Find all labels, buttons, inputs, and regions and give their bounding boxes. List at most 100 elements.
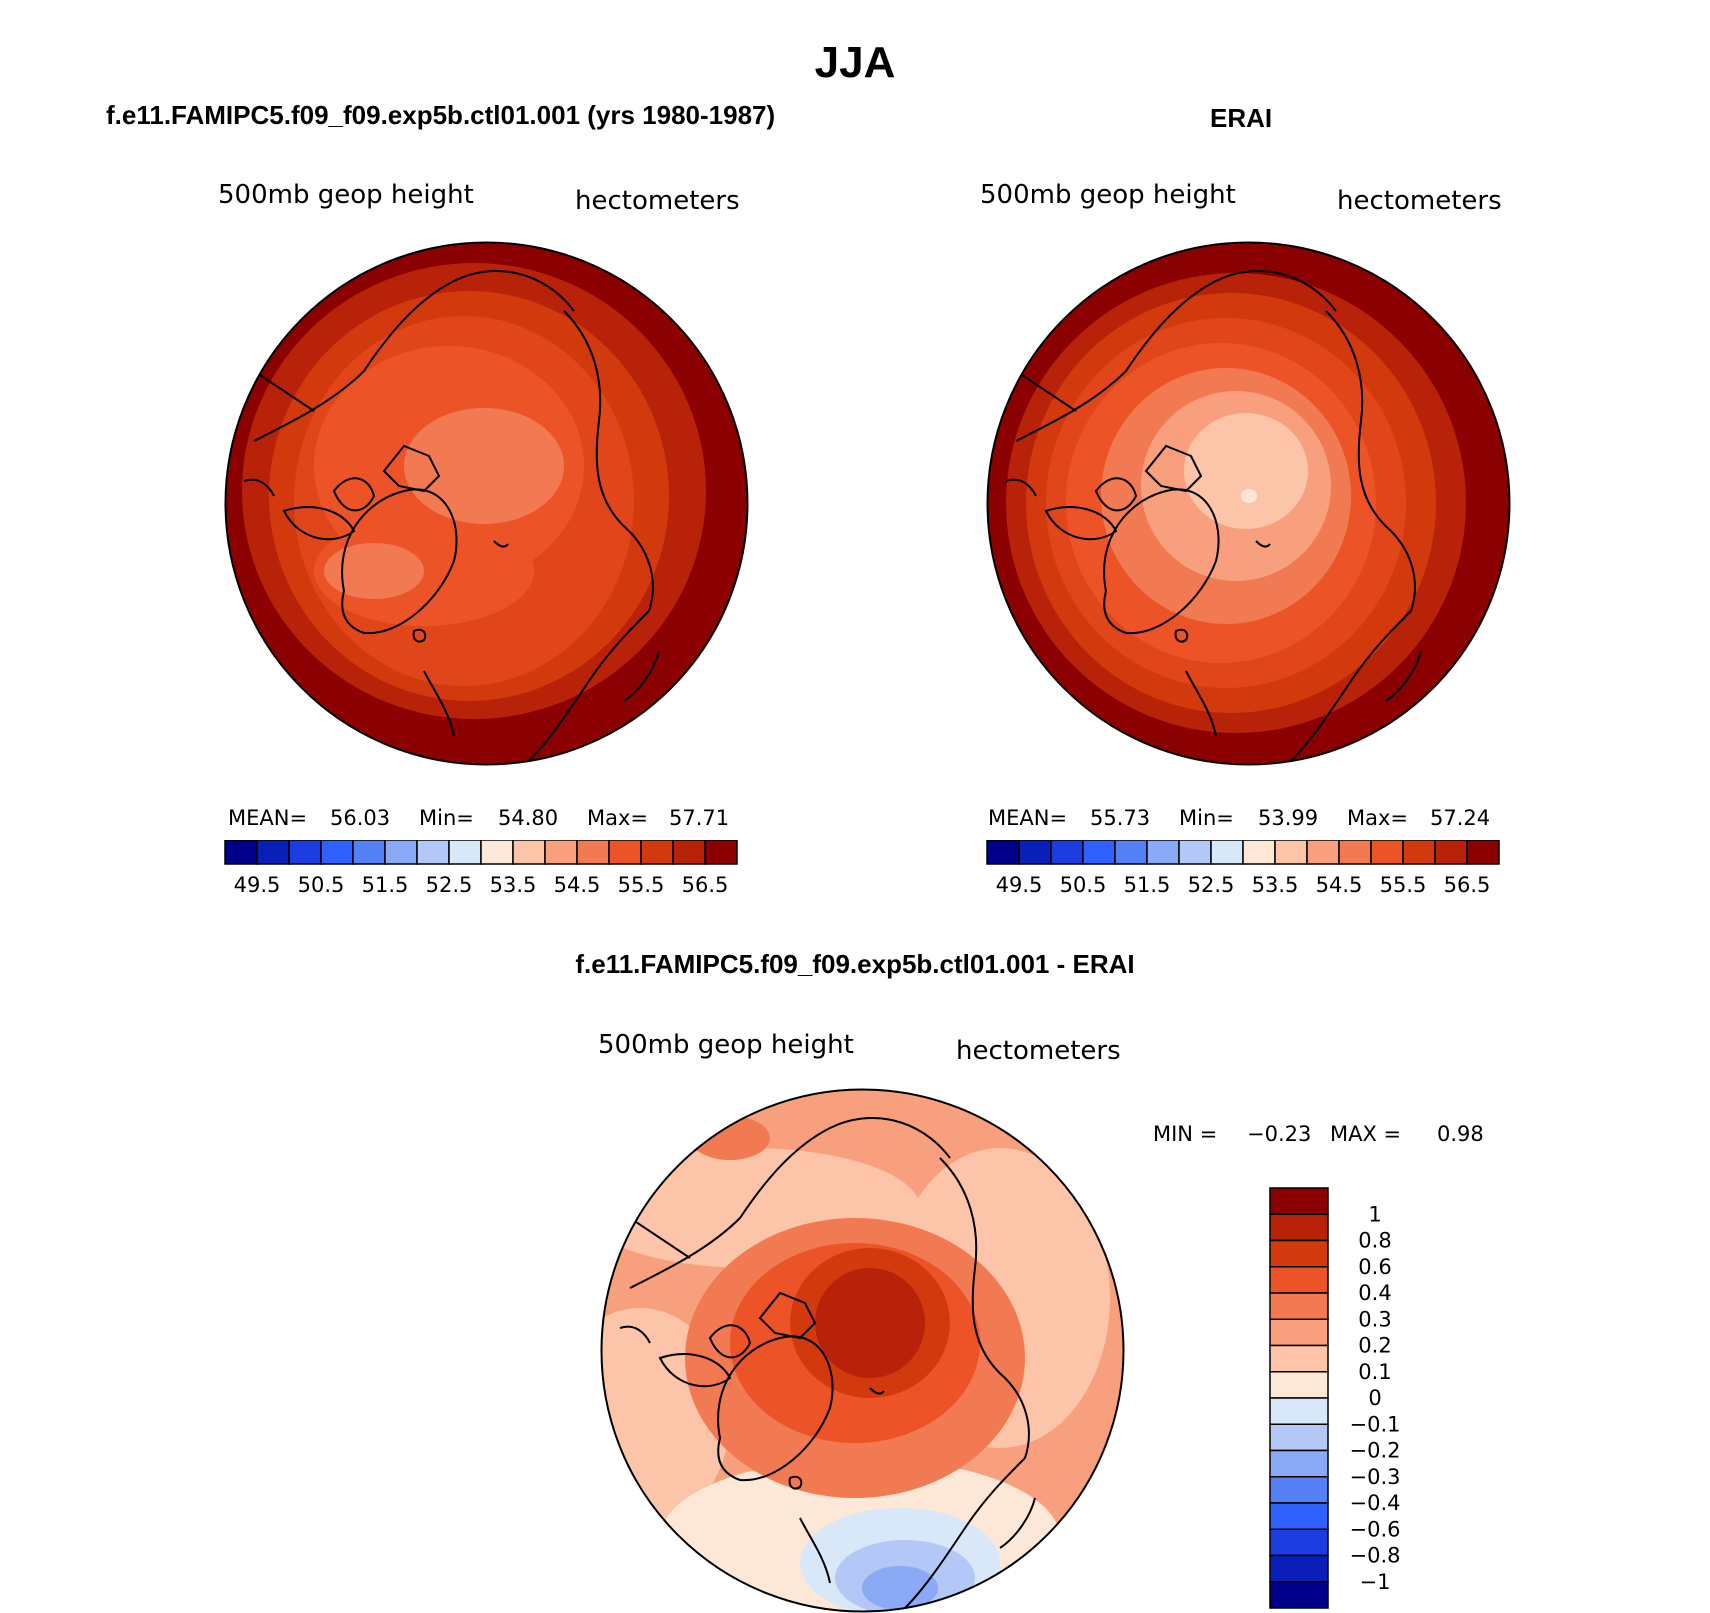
- model-colorbar-box: [672, 840, 706, 865]
- obs-colorbar-box: [1242, 840, 1276, 865]
- diff-colorbar-tick-label: −0.2: [1350, 1439, 1401, 1463]
- diff-colorbar-tick-label: −0.3: [1350, 1465, 1401, 1489]
- obs-colorbar-box: [1210, 840, 1244, 865]
- diff-max-value: 0.98: [1437, 1122, 1484, 1146]
- model-band-545: [404, 408, 564, 524]
- model-mean-label: MEAN=: [228, 806, 308, 830]
- diff-colorbar-box: [1269, 1449, 1329, 1478]
- diff-colorbar-box: [1269, 1213, 1329, 1242]
- obs-band-535: [1184, 413, 1308, 529]
- diff-panel-title: f.e11.FAMIPC5.f09_f09.exp5b.ctl01.001 - …: [575, 949, 1135, 979]
- diff-colorbar-box: [1269, 1502, 1329, 1530]
- diff-neg-03: [862, 1566, 938, 1610]
- obs-colorbar-tick-label: 54.5: [1316, 873, 1363, 897]
- model-colorbar-box: [448, 840, 482, 865]
- model-min-value: 54.80: [498, 806, 559, 830]
- model-colorbar-tick-label: 52.5: [426, 873, 473, 897]
- diff-colorbar-box: [1269, 1476, 1329, 1504]
- obs-colorbar-tick-label: 49.5: [996, 873, 1043, 897]
- model-colorbar-box: [608, 840, 642, 865]
- diff-coastlines: [601, 1117, 1036, 1609]
- obs-panel-title: ERAI: [1210, 103, 1273, 133]
- diff-colorbar-tick-label: 0.8: [1358, 1229, 1391, 1253]
- obs-colorbar-box: [1370, 840, 1404, 865]
- model-colorbar-box: [640, 840, 674, 865]
- obs-mean-value: 55.73: [1090, 806, 1151, 830]
- diff-colorbar-box: [1269, 1371, 1329, 1399]
- obs-colorbar-tick-label: 55.5: [1380, 873, 1427, 897]
- diff-west-01: [601, 1308, 730, 1528]
- obs-colorbar-box: [1018, 840, 1052, 865]
- diff-colorbar-box: [1269, 1581, 1329, 1609]
- model-colorbar: 49.5 50.5 51.5 52.5 53.5 54.5 55.5 56.5: [224, 840, 738, 897]
- model-colorbar-boxes: [224, 840, 738, 865]
- diff-colorbar-box: [1269, 1528, 1329, 1557]
- diff-colorbar-box: [1269, 1344, 1329, 1373]
- obs-units-label: hectometers: [1337, 186, 1502, 216]
- obs-colorbar-box: [1178, 840, 1212, 865]
- model-colorbar-box: [256, 840, 290, 865]
- model-colorbar-box: [320, 840, 354, 865]
- model-band-544: [324, 543, 424, 599]
- diff-colorbar-tick-label: 0.3: [1358, 1307, 1391, 1331]
- model-colorbar-box: [512, 840, 546, 865]
- model-colorbar-labels: 49.5 50.5 51.5 52.5 53.5 54.5 55.5 56.5: [234, 873, 729, 897]
- diff-units-label: hectometers: [956, 1036, 1121, 1066]
- obs-colorbar: 49.5 50.5 51.5 52.5 53.5 54.5 55.5 56.5: [986, 840, 1500, 897]
- obs-max-value: 57.24: [1430, 806, 1491, 830]
- obs-min-label: Min=: [1179, 806, 1234, 830]
- diff-colorbar-box: [1269, 1397, 1329, 1425]
- diff-colorbar-box: [1269, 1318, 1329, 1347]
- diff-min-value: −0.23: [1247, 1122, 1312, 1146]
- obs-colorbar-box: [1466, 840, 1500, 865]
- obs-colorbar-box: [1082, 840, 1116, 865]
- obs-variable-label: 500mb geop height: [980, 180, 1236, 210]
- model-variable-label: 500mb geop height: [218, 180, 474, 210]
- diff-polar-map: [600, 1088, 1125, 1613]
- obs-colorbar-labels: 49.5 50.5 51.5 52.5 53.5 54.5 55.5 56.5: [996, 873, 1491, 897]
- diff-colorbar-tick-label: −0.8: [1350, 1544, 1401, 1568]
- obs-colorbar-box: [1274, 840, 1308, 865]
- model-units-label: hectometers: [575, 186, 740, 216]
- model-colorbar-box: [480, 840, 514, 865]
- diff-colorbar-tick-label: 1: [1368, 1202, 1381, 1226]
- diff-colorbar-tick-label: −0.6: [1350, 1517, 1401, 1541]
- model-colorbar-box: [576, 840, 610, 865]
- model-colorbar-tick-label: 50.5: [298, 873, 345, 897]
- model-colorbar-box: [352, 840, 386, 865]
- diff-colorbar-box: [1269, 1266, 1329, 1294]
- model-colorbar-box: [544, 840, 578, 865]
- diff-max-label: MAX =: [1330, 1122, 1402, 1146]
- obs-colorbar-tick-label: 51.5: [1124, 873, 1171, 897]
- model-colorbar-tick-label: 55.5: [618, 873, 665, 897]
- model-colorbar-tick-label: 51.5: [362, 873, 409, 897]
- model-max-value: 57.71: [669, 806, 730, 830]
- diff-colorbar-box: [1269, 1292, 1329, 1320]
- diff-colorbar-boxes: [1269, 1187, 1329, 1609]
- model-colorbar-box: [288, 840, 322, 865]
- diff-colorbar-tick-label: 0.2: [1358, 1334, 1391, 1358]
- diff-min-label: MIN =: [1153, 1122, 1218, 1146]
- obs-colorbar-tick-label: 56.5: [1444, 873, 1491, 897]
- obs-min-value: 53.99: [1258, 806, 1319, 830]
- model-colorbar-box: [384, 840, 418, 865]
- model-colorbar-box: [704, 840, 738, 865]
- diff-colorbar-tick-label: 0.1: [1358, 1360, 1391, 1384]
- diff-top-03: [690, 1116, 770, 1160]
- diff-colorbar-tick-label: 0.4: [1358, 1281, 1391, 1305]
- model-min-label: Min=: [419, 806, 474, 830]
- obs-colorbar-box: [1402, 840, 1436, 865]
- diff-pos-08: [815, 1268, 925, 1378]
- diff-colorbar-box: [1269, 1187, 1329, 1215]
- obs-band-min: [1241, 489, 1257, 503]
- model-colorbar-tick-label: 53.5: [490, 873, 537, 897]
- obs-colorbar-box: [1114, 840, 1148, 865]
- obs-colorbar-box: [1434, 840, 1468, 865]
- diff-colorbar: 1 0.80.60.40.3 0.20.10−0.1 −0.2−0.3−0.4−0.6…: [1269, 1187, 1401, 1609]
- obs-colorbar-box: [1338, 840, 1372, 865]
- diff-colorbar-box: [1269, 1423, 1329, 1452]
- diff-colorbar-tick-label: −1: [1360, 1570, 1391, 1594]
- season-title: JJA: [814, 38, 896, 87]
- obs-coastlines: [987, 270, 1422, 762]
- model-colorbar-box: [416, 840, 450, 865]
